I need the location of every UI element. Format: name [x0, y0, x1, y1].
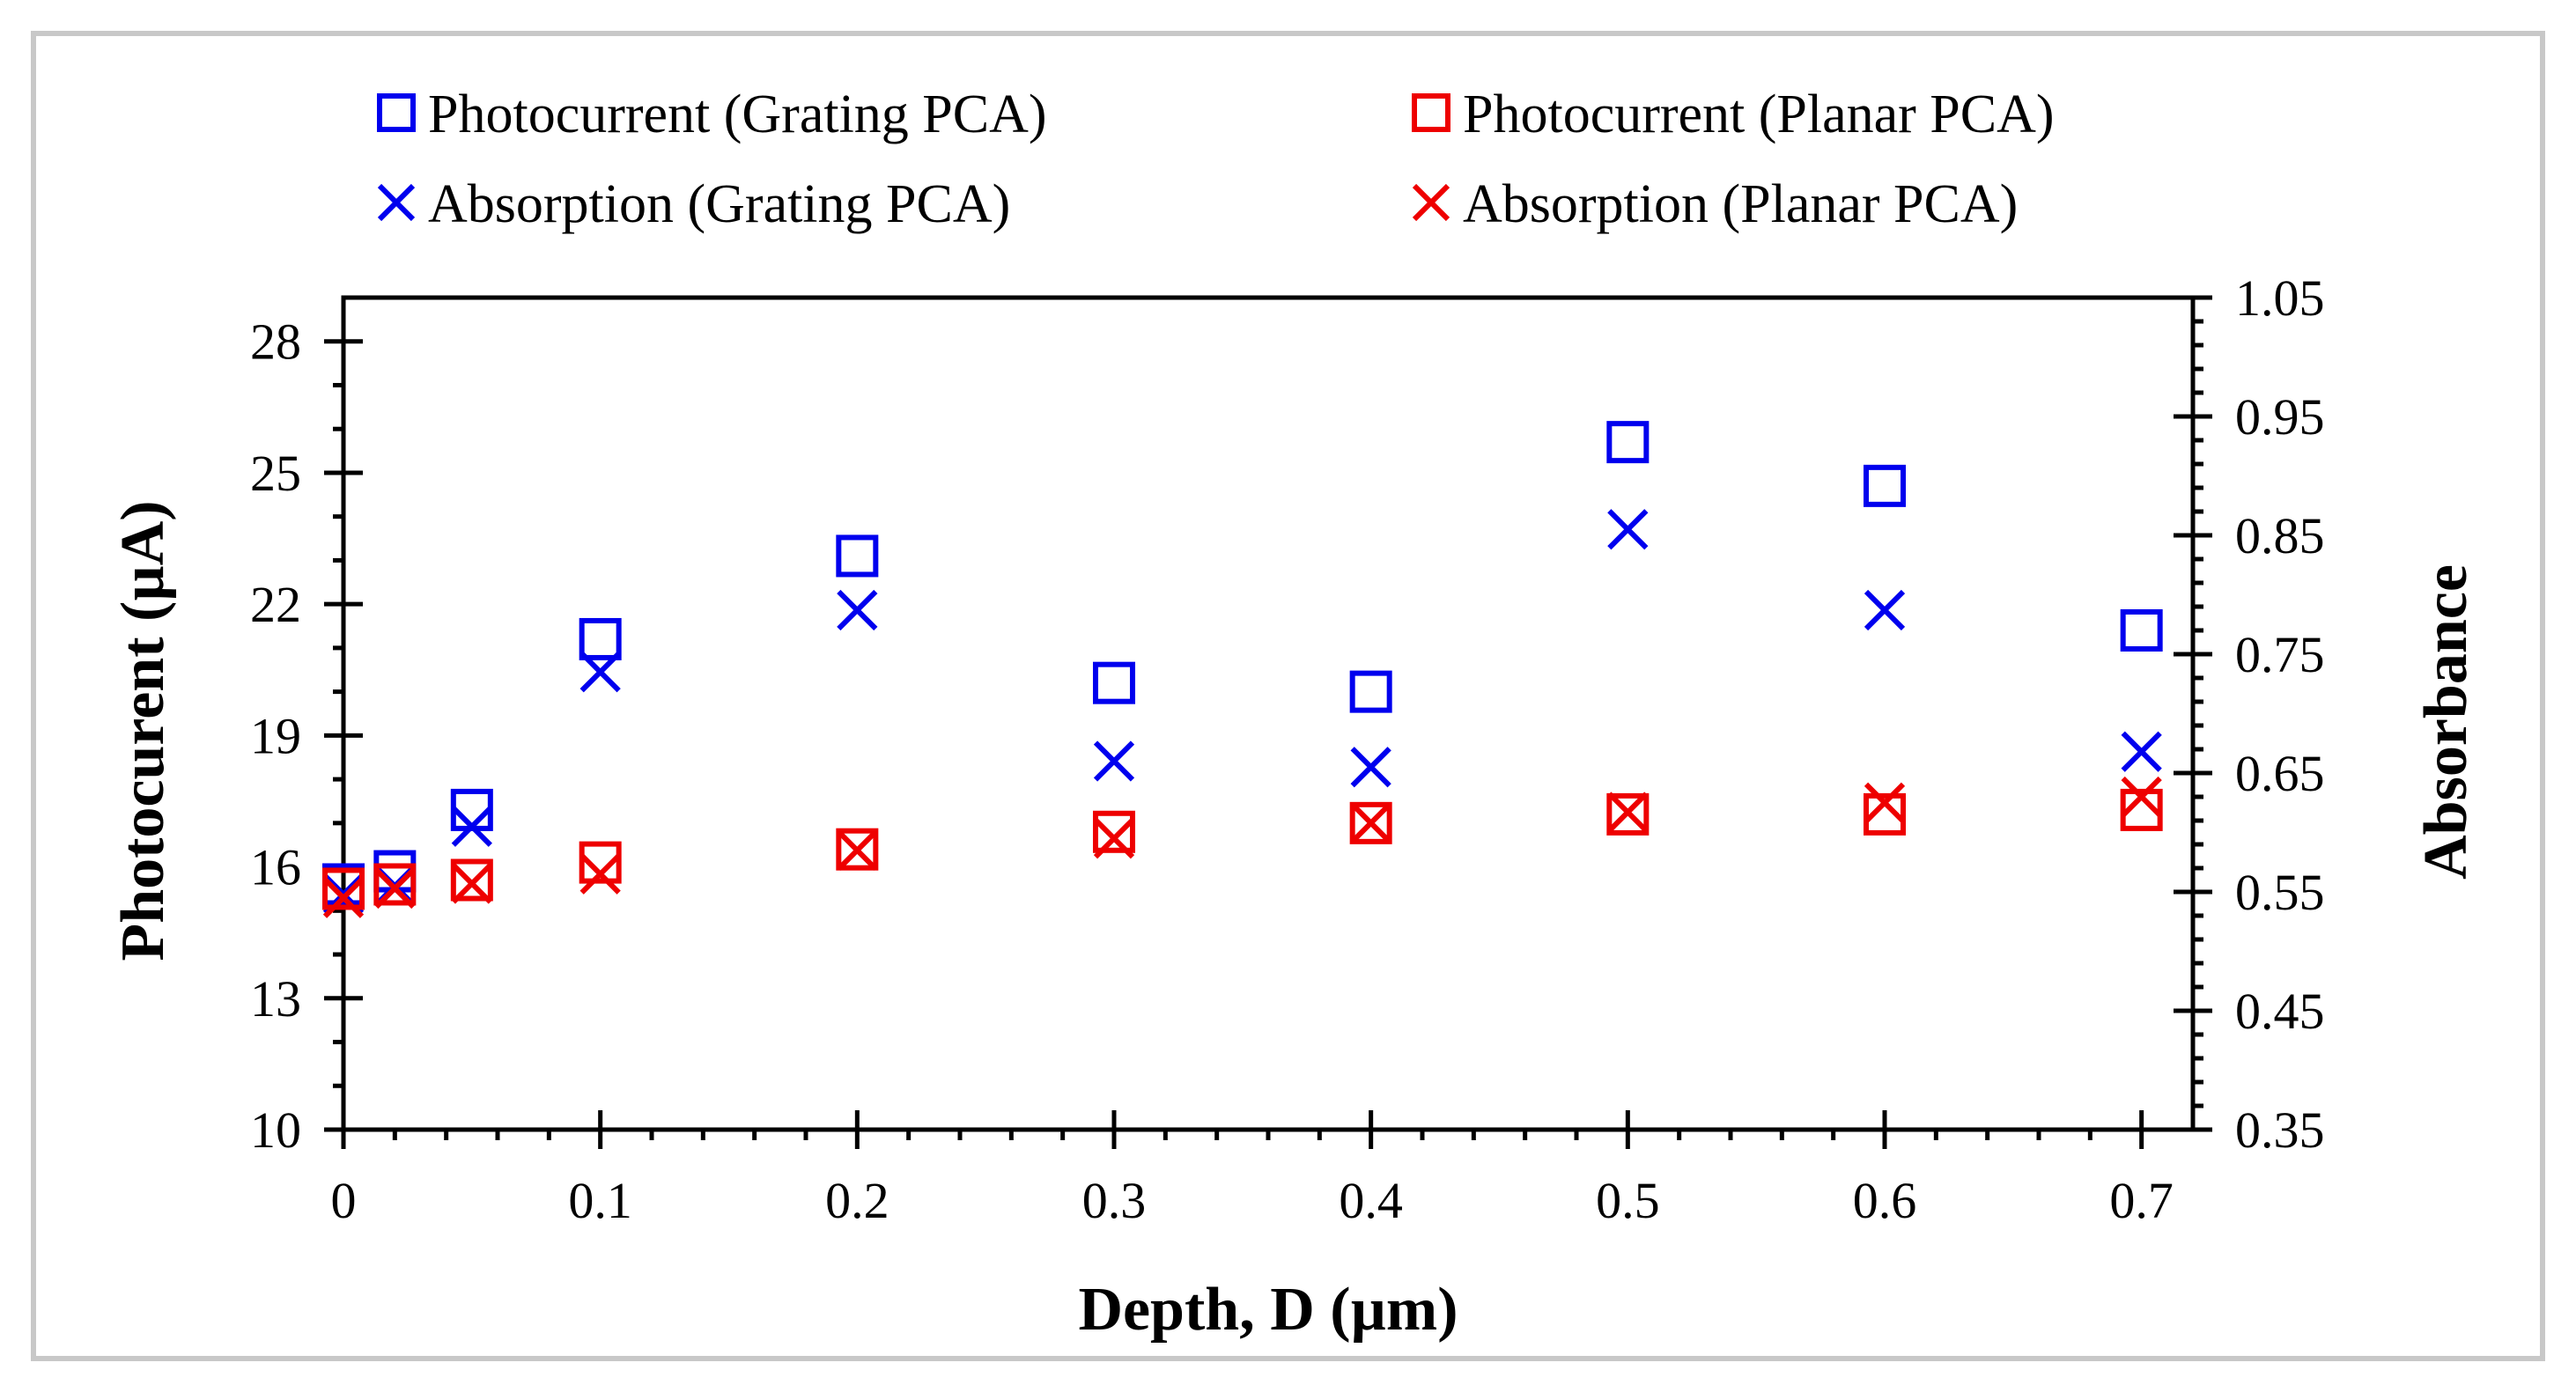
legend-cross-icon [377, 183, 416, 222]
data-marks [322, 421, 2163, 918]
data-point [579, 853, 621, 895]
figure-frame [31, 31, 2545, 1361]
axes: 10 13 16 19 22 25 28 0.35 0.45 0.55 0.65 0.75 0.85 0.… [250, 269, 2325, 1229]
data-point [579, 617, 622, 660]
x-tick-label: 0.3 [1082, 1172, 1147, 1229]
legend-item: Photocurrent (Grating PCA) [377, 85, 1047, 144]
data-point [1607, 792, 1649, 833]
data-point [1349, 801, 1392, 844]
series-2 [322, 788, 2163, 910]
y2-tick-label: 0.35 [2235, 1101, 2325, 1159]
y-axis-label: Photocurent (µA) [109, 500, 177, 961]
data-point [2121, 731, 2162, 772]
legend-label: Absorption (Planar PCA) [1463, 174, 2018, 234]
data-point [1606, 792, 1650, 836]
data-point [1349, 670, 1392, 713]
data-point [322, 867, 365, 910]
data-point [836, 828, 879, 871]
data-point [579, 652, 621, 693]
data-point [579, 841, 622, 884]
y2-tick-label: 0.75 [2235, 626, 2325, 683]
y2-tick-label: 0.55 [2235, 864, 2325, 921]
x-tick-label: 0.1 [568, 1172, 632, 1229]
data-point [1350, 802, 1391, 843]
data-point [1093, 818, 1135, 859]
legend-label: Photocurrent (Grating PCA) [428, 85, 1047, 144]
x-tick-label: 0 [331, 1172, 357, 1229]
legend-square-icon [377, 93, 416, 132]
y-tick-label: 10 [250, 1101, 301, 1159]
data-point [2121, 776, 2162, 818]
data-point [1093, 740, 1135, 782]
data-point [1864, 464, 1906, 507]
data-point [1864, 589, 1906, 631]
y2-tick-label: 0.95 [2235, 388, 2325, 446]
data-point [2120, 609, 2163, 652]
y2-tick-label: 0.45 [2235, 983, 2325, 1040]
data-point [1864, 792, 1906, 836]
data-point [374, 867, 416, 910]
data-point [1864, 782, 1906, 823]
y2-tick-label: 1.05 [2235, 269, 2325, 327]
legend-square-icon [1412, 93, 1450, 132]
y2-axis-label: Absorbance [2412, 564, 2480, 880]
legend-label: Photocurrent (Planar PCA) [1463, 85, 2055, 144]
x-tick-label: 0.5 [1596, 1172, 1660, 1229]
data-point [1093, 661, 1135, 704]
y-tick-label: 25 [250, 445, 301, 502]
legend-item: Absorption (Planar PCA) [1412, 174, 2018, 234]
y2-tick-label: 0.85 [2235, 507, 2325, 564]
y-tick-label: 13 [250, 970, 301, 1027]
x-tick-label: 0.2 [825, 1172, 889, 1229]
y-tick-label: 19 [250, 707, 301, 764]
x-tick-label: 0.7 [2109, 1172, 2174, 1229]
legend-label: Absorption (Grating PCA) [428, 174, 1010, 234]
x-axis-label: Depth, D (µm) [1078, 1276, 1458, 1344]
x-tick-label: 0.6 [1853, 1172, 1917, 1229]
y-tick-label: 22 [250, 576, 301, 633]
data-point [1607, 509, 1649, 550]
legend-cross-icon [1412, 183, 1450, 222]
series-3 [322, 776, 2162, 918]
data-point [451, 806, 492, 847]
legend: Photocurrent (Grating PCA) Absorption (Gr… [377, 85, 2055, 234]
data-point [1093, 810, 1135, 853]
data-point [373, 863, 417, 906]
data-point [837, 589, 878, 631]
y2-tick-label: 0.65 [2235, 745, 2325, 802]
legend-item: Absorption (Grating PCA) [377, 174, 1010, 234]
legend-item: Photocurrent (Planar PCA) [1412, 85, 2055, 144]
data-point [2120, 788, 2163, 831]
data-point [837, 829, 878, 871]
data-point [451, 863, 492, 904]
y-tick-label: 28 [250, 313, 301, 371]
data-point [322, 877, 365, 918]
y-tick-label: 16 [250, 839, 301, 896]
data-point [1606, 421, 1650, 464]
data-point [450, 858, 493, 902]
data-point [836, 534, 879, 578]
data-point [1350, 747, 1391, 788]
x-tick-label: 0.4 [1339, 1172, 1403, 1229]
